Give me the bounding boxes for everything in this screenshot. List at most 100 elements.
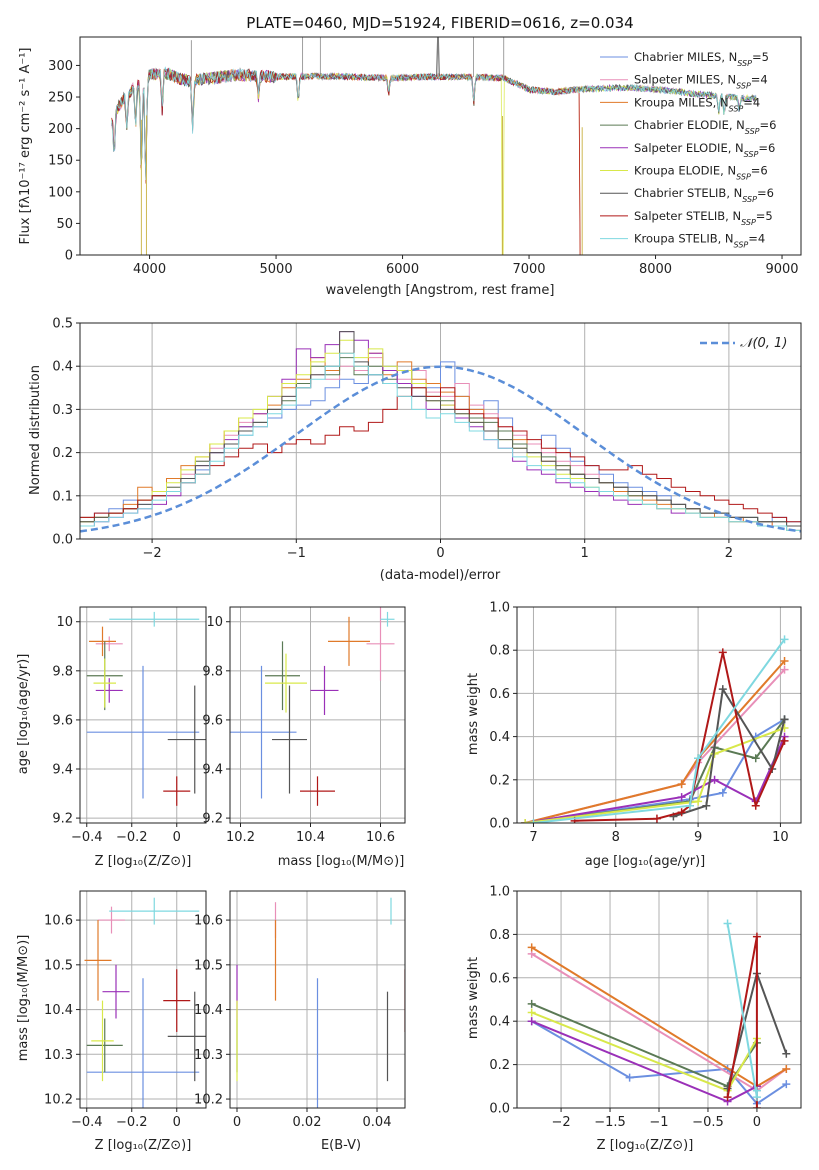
x-tick-label: 10.2 [226,830,255,845]
weight-marker-kroupa_miles [677,780,686,789]
weight-marker-salpeter_stelib [723,1093,732,1102]
weight-marker-salpeter_miles [780,665,789,674]
legend-count: =6 [757,186,774,200]
x-tick-label: 8000 [639,262,672,277]
age_vs_Z-frame [79,606,207,824]
legend-label-kroupa_elodie: Kroupa ELODIE, NSSP=6 [634,164,768,182]
weight-marker-kroupa_stelib [723,919,732,928]
y-tick-label: 0.3 [52,403,73,418]
weight-marker-salpeter_stelib [677,808,686,817]
legend-subscript: SSP [741,217,756,226]
y-tick-label: 50 [56,217,73,232]
weight-marker-kroupa_miles [780,657,789,665]
age-vs-metallicity-ylabel: age [log₁₀(age/yr)] [16,654,31,775]
y-tick-label: 100 [48,185,73,200]
y-tick-label: 300 [48,59,73,74]
y-tick-label: 10.6 [194,914,223,929]
legend-label-kroupa_stelib: Kroupa STELIB, NSSP=4 [634,232,765,250]
spectrum-title: PLATE=0460, MJD=51924, FIBERID=0616, z=0… [246,14,633,32]
age-vs-metallicity-panel: −0.4 −0.2 09.29.49.69.810 Z [log₁₀(Z/Z⊙)] … [16,606,207,869]
legend-subscript: SSP [729,104,744,113]
y-tick-label: 10.4 [194,1003,223,1018]
x-tick-label: 0 [436,546,444,561]
y-tick-label: 0.4 [489,1015,510,1030]
residuals-axes: −2 −1 0 1 2 0.0 0.1 0.2 0.3 0.4 0.5 [52,317,802,561]
weight-line-kroupa_miles [524,660,786,823]
x-tick-label: −0.4 [71,1115,103,1130]
legend-label-salpeter_miles: Salpeter MILES, NSSP=4 [634,73,768,91]
weight-marker-kroupa_stelib [694,754,703,763]
x-tick-label: −1 [649,1115,668,1130]
legend-subscript: SSP [744,149,759,158]
x-tick-label: 9000 [765,262,798,277]
weight-marker-salpeter_stelib [652,814,661,823]
y-tick-label: 200 [48,122,73,137]
y-tick-label: 10.3 [194,1048,223,1063]
y-tick-label: 9.2 [202,812,223,827]
x-tick-label: 6000 [386,262,419,277]
y-tick-label: 0 [65,249,73,264]
x-tick-label: 0.02 [293,1115,322,1130]
y-tick-label: 0.8 [489,644,510,659]
age-vs-metallicity-axes: −0.4 −0.2 0 9.2 9.4 9.6 9.8 10 [52,606,207,845]
legend-count: =4 [748,232,765,246]
age-vs-mass-panel: 10.2 10.4 10.6 9.2 9.4 9.6 9.8 10 mass [log₁₀(M… [202,606,406,869]
y-tick-label: 10.4 [44,1003,73,1018]
legend-count: =4 [751,73,768,87]
weight-vs-age-axes: 7 8 9 10 0.0 0.2 0.4 0.6 0.8 1.0 [489,601,802,845]
weight-marker-salpeter_elodie [677,793,686,802]
weight-vs-age-xlabel: age [log₁₀(age/yr)] [585,854,706,869]
y-tick-label: 9.6 [202,713,223,728]
y-tick-label: 10.5 [194,958,223,973]
x-tick-label: 2 [725,546,733,561]
y-tick-label: 0.5 [52,317,73,332]
mass-vs-extinction-panel: 0 0.02 0.04 10.2 10.3 10.4 10.5 10.6 E(B-V) [194,890,406,1153]
y-tick-label: 9.6 [52,713,73,728]
spectrum-frame [79,36,802,256]
legend-count: =5 [756,209,773,223]
y-tick-label: 0.8 [489,928,510,943]
age-vs-mass-axes: 10.2 10.4 10.6 9.2 9.4 9.6 9.8 10 [202,606,406,845]
y-tick-label: 10.5 [44,958,73,973]
weight-marker-chabrier_miles [718,788,727,797]
normal-curve [80,365,801,533]
mass_vs_ebv-ticks: 0 0.02 0.04 10.2 10.3 10.4 10.5 10.6 [194,891,405,1130]
residuals-ylabel: Normed distribution [28,365,43,495]
weight-marker-salpeter_stelib [780,736,789,745]
weight-marker-salpeter_stelib [718,648,727,657]
spectrum-line-kroupa_stelib [111,66,757,181]
x-tick-label: 0 [173,830,181,845]
x-tick-label: 5000 [260,262,293,277]
mass_vs_Z-plot-area [84,897,206,1108]
weight-marker-salpeter_stelib [751,801,760,810]
spectrum-ylabel: Flux [fλ10⁻¹⁷ erg cm⁻² s⁻¹ A⁻¹] [18,48,33,245]
x-tick-label: 10.6 [366,830,395,845]
weight-line-kroupa_elodie [525,727,785,823]
x-tick-label: 1 [581,546,589,561]
x-tick-label: −0.5 [692,1115,724,1130]
residuals-legend: 𝒩(0, 1) [700,336,787,351]
weight-marker-chabrier_elodie [527,999,536,1008]
legend-count: =4 [743,95,760,109]
x-tick-label: −2 [143,546,162,561]
y-tick-label: 10 [56,615,73,630]
mass-vs-extinction-xlabel: E(B-V) [321,1138,361,1153]
weight-marker-kroupa_stelib [529,819,538,823]
mass_vs_ebv-frame [229,890,406,1109]
legend-subscript: SSP [745,127,760,136]
spectrum-panel: PLATE=0460, MJD=51924, FIBERID=0616, z=0… [18,14,802,298]
weight-marker-salpeter_elodie [710,775,719,784]
legend-count: =6 [758,141,775,155]
legend-label-chabrier_stelib: Chabrier STELIB, NSSP=6 [634,186,774,204]
legend-label-salpeter_stelib: Salpeter STELIB, NSSP=5 [634,209,773,227]
x-tick-label: −1 [287,546,306,561]
y-tick-label: 0.2 [489,773,510,788]
legend-label-chabrier_miles: Chabrier MILES, NSSP=5 [634,50,769,68]
y-tick-label: 1.0 [489,601,510,616]
y-tick-label: 9.2 [52,812,73,827]
histogram-kroupa_stelib [80,352,801,531]
mass-vs-metallicity-panel: −0.4 −0.2 0 10.2 10.3 10.4 10.5 10.6 Z [log₁₀(Z… [16,890,207,1153]
legend-subscript: SSP [736,81,751,90]
residuals-panel: −2 −1 0 1 2 0.0 0.1 0.2 0.3 0.4 0.5 (data-model)/e… [28,317,802,583]
